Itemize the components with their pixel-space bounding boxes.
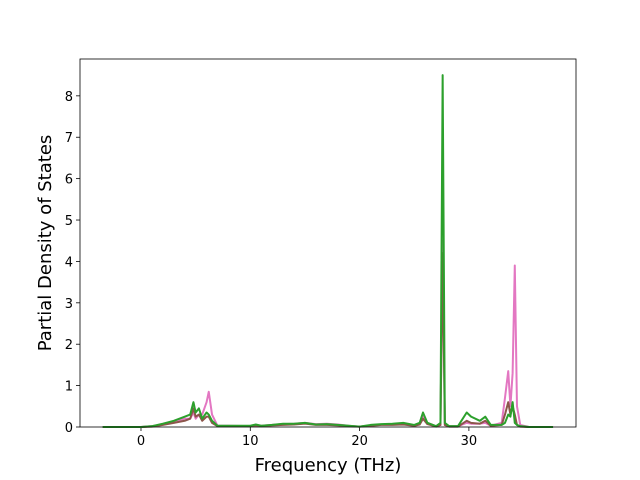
data-line bbox=[102, 252, 554, 428]
x-tick-label: 10 bbox=[242, 434, 259, 449]
data-line bbox=[102, 239, 554, 428]
y-tick-label: 2 bbox=[65, 338, 73, 353]
y-axis-label: Partial Density of States bbox=[35, 135, 56, 352]
y-tick-label: 4 bbox=[65, 255, 73, 270]
x-axis-label: Frequency (THz) bbox=[255, 455, 402, 476]
y-tick-label: 7 bbox=[65, 131, 73, 146]
y-tick-label: 1 bbox=[65, 380, 73, 395]
y-tick-label: 3 bbox=[65, 297, 73, 312]
x-tick-label: 20 bbox=[351, 434, 368, 449]
x-tick-label: 30 bbox=[461, 434, 478, 449]
y-tick-label: 5 bbox=[65, 214, 73, 229]
plot-frame bbox=[79, 58, 577, 428]
y-tick-label: 8 bbox=[65, 90, 73, 105]
y-tick-label: 0 bbox=[65, 421, 73, 436]
data-line bbox=[102, 74, 554, 428]
y-tick-label: 6 bbox=[65, 173, 73, 188]
x-tick-label: 0 bbox=[137, 434, 145, 449]
